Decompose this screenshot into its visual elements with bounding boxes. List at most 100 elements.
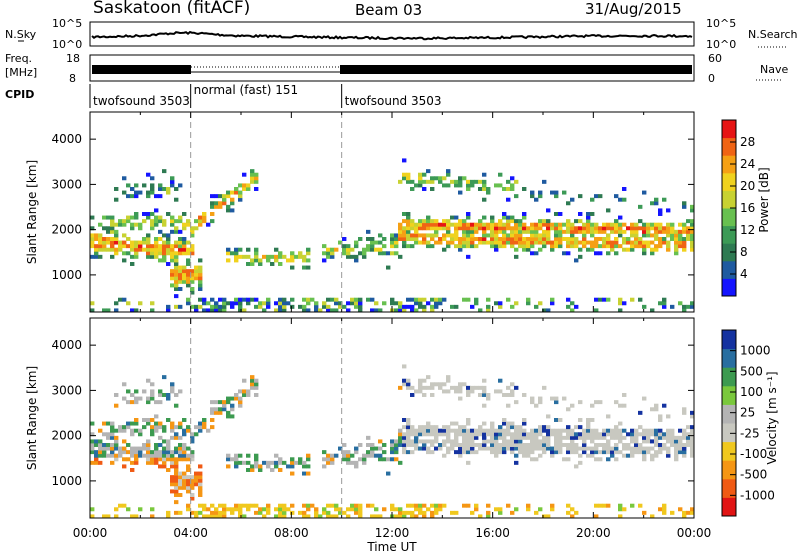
heatmap-cell <box>622 247 627 252</box>
heatmap-cell <box>626 432 631 437</box>
heatmap-cell <box>178 425 183 430</box>
heatmap-cell <box>566 425 571 430</box>
heatmap-cell <box>198 222 203 227</box>
heatmap-cell <box>650 453 655 458</box>
heatmap-cell <box>214 407 219 412</box>
heatmap-cell <box>434 510 439 515</box>
heatmap-cell <box>178 510 183 515</box>
heatmap-cell <box>678 237 683 241</box>
heatmap-cell <box>434 439 439 444</box>
heatmap-cell <box>410 233 415 238</box>
heatmap-cell <box>278 262 283 266</box>
heatmap-cell <box>354 503 359 508</box>
heatmap-cell <box>682 229 687 234</box>
heatmap-cell <box>526 244 531 249</box>
heatmap-cell <box>578 240 583 245</box>
heatmap-cell <box>474 385 479 390</box>
heatmap-cell <box>642 432 647 437</box>
heatmap-cell <box>206 514 211 519</box>
heatmap-cell <box>422 187 427 191</box>
heatmap-cell <box>514 301 519 306</box>
heatmap-cell <box>666 446 671 451</box>
heatmap-cell <box>150 226 155 231</box>
heatmap-cell <box>634 443 639 447</box>
heatmap-cell <box>406 176 411 181</box>
heatmap-cell <box>514 507 519 512</box>
heatmap-cell <box>222 304 227 309</box>
heatmap-cell <box>574 244 579 249</box>
heatmap-cell <box>146 418 151 422</box>
heatmap-cell <box>514 240 519 245</box>
heatmap-cell <box>110 460 115 465</box>
heatmap-cell <box>562 222 567 227</box>
heatmap-cell <box>534 446 539 451</box>
heatmap-cell <box>306 514 311 519</box>
heatmap-cell <box>162 425 167 430</box>
heatmap-cell <box>406 222 411 227</box>
heatmap-cell <box>566 457 571 462</box>
heatmap-cell <box>234 258 239 263</box>
heatmap-cell <box>346 247 351 252</box>
heatmap-cell <box>178 493 183 497</box>
heatmap-cell <box>230 190 235 195</box>
heatmap-cell <box>618 233 623 238</box>
heatmap-cell <box>430 187 435 191</box>
heatmap-cell <box>114 247 119 252</box>
heatmap-cell <box>474 179 479 184</box>
heatmap-cell <box>606 428 611 433</box>
heatmap-cell <box>150 428 155 433</box>
heatmap-cell <box>106 226 111 231</box>
heatmap-cell <box>406 304 411 309</box>
heatmap-cell <box>658 212 663 216</box>
heatmap-cell <box>202 219 207 224</box>
heatmap-cell <box>590 403 595 408</box>
heatmap-cell <box>390 443 395 447</box>
heatmap-cell <box>514 443 519 447</box>
heatmap-cell <box>690 219 695 224</box>
heatmap-cell <box>602 237 607 241</box>
heatmap-cell <box>214 204 219 209</box>
heatmap-cell <box>250 375 255 380</box>
heatmap-cell <box>670 304 675 309</box>
heatmap-cell <box>158 258 163 263</box>
heatmap-cell <box>534 403 539 408</box>
heatmap-cell <box>486 446 491 451</box>
heatmap-cell <box>514 432 519 437</box>
heatmap-cell <box>110 226 115 231</box>
heatmap-cell <box>274 258 279 263</box>
heatmap-cell <box>170 489 175 494</box>
heatmap-cell <box>654 443 659 447</box>
heatmap-cell <box>106 514 111 519</box>
heatmap-cell <box>514 226 519 231</box>
heatmap-cell <box>242 460 247 465</box>
heatmap-cell <box>498 183 503 188</box>
heatmap-cell <box>518 446 523 451</box>
heatmap-cell <box>90 421 95 426</box>
heatmap-cell <box>614 450 619 455</box>
heatmap-cell <box>626 446 631 451</box>
heatmap-cell <box>490 233 495 238</box>
heatmap-cell <box>118 244 123 249</box>
heatmap-cell <box>510 443 515 447</box>
heatmap-cell <box>90 443 95 447</box>
heatmap-cell <box>654 428 659 433</box>
heatmap-cell <box>194 475 199 480</box>
heatmap-cell <box>358 237 363 241</box>
heatmap-cell <box>582 229 587 234</box>
heatmap-cell <box>250 176 255 181</box>
nsky-tick-low-left: 10^0 <box>52 38 82 51</box>
heatmap-cell <box>566 244 571 249</box>
heatmap-cell <box>506 226 511 231</box>
heatmap-cell <box>514 425 519 430</box>
heatmap-cell <box>218 510 223 515</box>
heatmap-cell <box>490 215 495 220</box>
heatmap-cell <box>114 233 119 238</box>
heatmap-cell <box>610 222 615 227</box>
heatmap-cell <box>122 297 127 302</box>
heatmap-cell <box>342 304 347 309</box>
freq-band-segment-1 <box>92 65 191 74</box>
heatmap-cell <box>482 187 487 191</box>
heatmap-cell <box>522 244 527 249</box>
heatmap-cell <box>150 418 155 422</box>
